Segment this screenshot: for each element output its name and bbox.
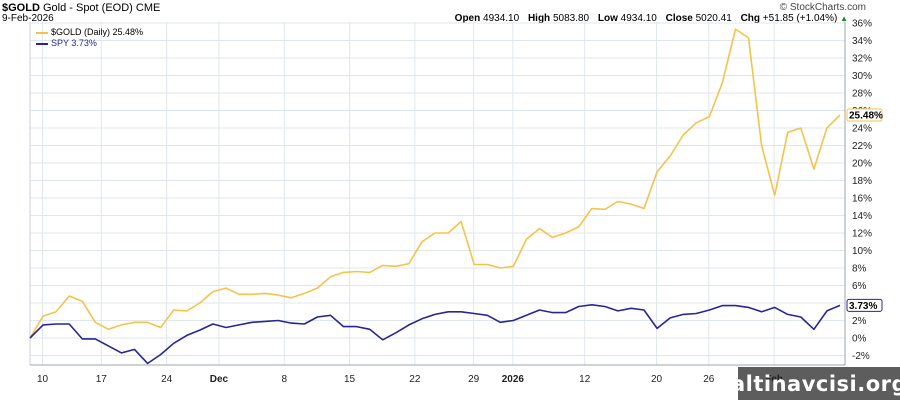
x-tick-label: 15 (344, 374, 356, 385)
legend-item-spy[interactable]: SPY 3.73% (36, 38, 143, 49)
y-tick-label: 36% (852, 19, 872, 30)
legend-label-spy: SPY 3.73% (51, 38, 97, 48)
end-label-box (846, 108, 883, 122)
y-tick-label: 2% (852, 316, 867, 327)
high-value: 5083.80 (552, 13, 590, 24)
exchange: CME (135, 2, 161, 14)
open-value: 4934.10 (483, 13, 520, 24)
x-tick-label: 8 (281, 374, 287, 385)
x-tick-label: 22 (409, 374, 421, 385)
y-tick-label: 32% (852, 54, 872, 65)
y-tick-label: 10% (852, 246, 872, 257)
y-tick-label: 28% (852, 89, 872, 100)
chg-label: Chg (740, 13, 761, 24)
y-tick-label: 14% (852, 211, 872, 222)
chg-value: +51.85 (+1.04%) (762, 13, 838, 24)
close-value: 5020.41 (695, 13, 732, 24)
open-label: Open (454, 13, 481, 24)
ohlc-readout: Open 4934.10 High 5083.80 Low 4934.10 Cl… (455, 13, 848, 24)
chart-date: 9-Feb-2026 (2, 13, 54, 24)
y-tick-label: 34% (852, 36, 872, 47)
end-labels: 25.48% 3.73% (846, 108, 883, 312)
y-tick-label: 18% (852, 176, 872, 187)
x-tick-label: 26 (703, 374, 715, 385)
up-triangle-icon: ▲ (840, 14, 848, 23)
x-tick-label: 29 (468, 374, 480, 385)
low-value: 4934.10 (620, 13, 657, 24)
end-label-text: 25.48% (849, 111, 883, 122)
y-tick-label: 16% (852, 194, 872, 205)
x-tick-label: Dec (210, 374, 229, 385)
y-tick-label: 6% (852, 281, 867, 292)
high-label: High (527, 13, 551, 24)
chart-header: $GOLD Gold - Spot (EOD) CME 9-Feb-2026 ©… (0, 0, 900, 40)
series-lines (29, 28, 841, 365)
x-tick-label: 10 (37, 374, 49, 385)
low-label: Low (597, 13, 618, 24)
y-tick-label: 0% (852, 334, 867, 345)
x-axis-ticks: 101724Dec81522292026122026Feb (37, 374, 783, 385)
symbol-name: Gold - Spot (EOD) (42, 2, 133, 14)
y-tick-label: 24% (852, 124, 872, 135)
end-label-gold: 25.48% (846, 108, 883, 122)
y-tick-label: 12% (852, 229, 872, 240)
legend-swatch-spy (36, 42, 48, 45)
x-tick-label: 12 (579, 374, 591, 385)
y-tick-label: 22% (852, 141, 872, 152)
symbol: $GOLD (2, 2, 40, 14)
x-tick-label: 2026 (502, 374, 525, 385)
y-tick-label: 8% (852, 264, 867, 275)
close-label: Close (665, 13, 693, 24)
legend: $GOLD (Daily) 25.48% SPY 3.73% (36, 27, 143, 49)
legend-label-gold: $GOLD (Daily) 25.48% (51, 27, 144, 37)
x-tick-label: 17 (96, 374, 108, 385)
y-tick-label: 20% (852, 159, 872, 170)
x-tick-label: 20 (651, 374, 663, 385)
y-tick-label: 30% (852, 71, 872, 82)
end-label-text: 3.73% (849, 301, 877, 312)
end-label-box (846, 298, 883, 312)
end-label-spy: 3.73% (846, 298, 883, 312)
y-tick-label: -2% (852, 351, 870, 362)
legend-swatch-gold (36, 31, 48, 34)
watermark: altinavcisi.org (731, 367, 900, 400)
grid-lines (29, 22, 846, 366)
series-line-spy (29, 303, 841, 365)
symbol-line: $GOLD Gold - Spot (EOD) CME (2, 2, 160, 14)
x-tick-label: 24 (161, 374, 173, 385)
legend-item-gold[interactable]: $GOLD (Daily) 25.48% (36, 27, 143, 38)
brand-link[interactable]: © StockCharts.com (779, 2, 866, 13)
